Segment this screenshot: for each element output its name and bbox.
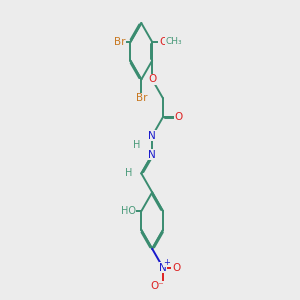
Text: +: +	[164, 258, 170, 267]
Text: H: H	[133, 140, 141, 150]
Text: O: O	[172, 262, 180, 273]
Text: O: O	[174, 112, 182, 122]
Text: Br: Br	[136, 93, 147, 103]
Text: O: O	[159, 37, 167, 47]
Text: H: H	[124, 168, 132, 178]
Text: O⁻: O⁻	[151, 281, 164, 291]
Text: CH₃: CH₃	[166, 38, 182, 46]
Text: HO: HO	[121, 206, 136, 216]
Text: N: N	[148, 150, 156, 160]
Text: N: N	[159, 262, 167, 273]
Text: O: O	[148, 74, 156, 85]
Text: Br: Br	[114, 37, 125, 47]
Text: N: N	[148, 131, 156, 141]
